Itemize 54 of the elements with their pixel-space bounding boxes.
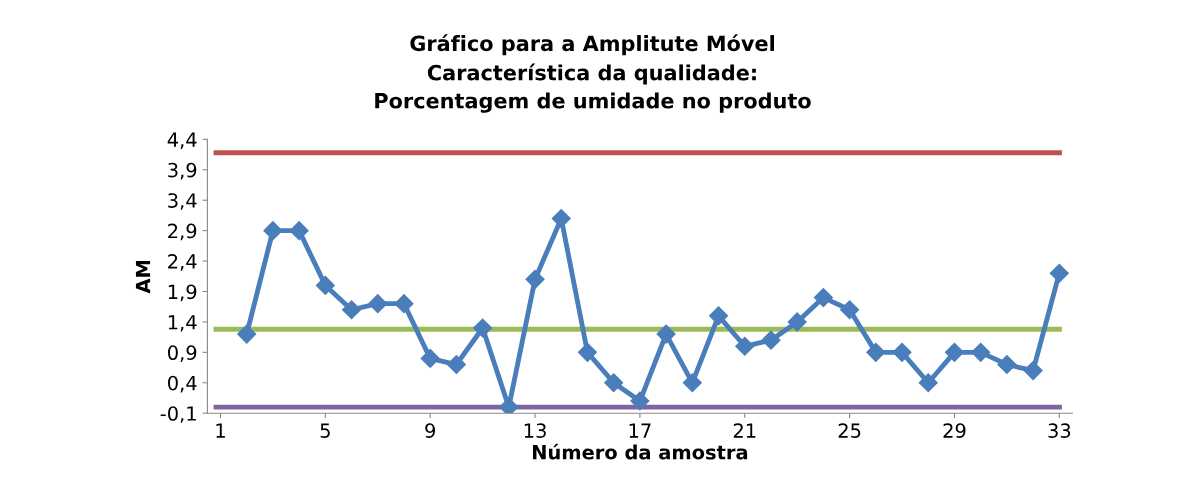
point	[604, 373, 624, 393]
x-tick-label: 9	[425, 423, 436, 438]
point	[682, 373, 702, 393]
point	[866, 342, 886, 362]
x-tick-label: 25	[838, 423, 861, 438]
point	[918, 373, 938, 393]
x-tick-label: 21	[733, 423, 756, 438]
y-tick-label: 4,4	[167, 132, 197, 150]
y-axis-title: AM	[135, 260, 151, 294]
y-tick-label: 0,4	[168, 375, 197, 393]
point	[997, 354, 1017, 375]
chart-title: Gráfico para a Amplitute Móvel Característica da qualidade: Porcentagem de umidade no produto	[375, 34, 811, 113]
point	[420, 348, 440, 368]
point	[892, 342, 912, 362]
x-tick-label: 17	[629, 423, 651, 438]
point	[735, 336, 755, 356]
y-tick-label: 0,9	[168, 345, 197, 362]
point	[499, 397, 519, 414]
y-tick-label: 3,9	[168, 162, 197, 180]
point	[840, 300, 860, 320]
x-tick-label: 5	[320, 423, 330, 438]
point	[630, 391, 650, 411]
point	[525, 269, 545, 289]
y-tick-label: 2,9	[168, 223, 197, 241]
point	[237, 324, 257, 344]
point	[263, 221, 283, 241]
y-tick-label: 2,4	[168, 254, 197, 271]
point	[368, 294, 388, 314]
point	[551, 208, 571, 229]
point	[289, 221, 309, 241]
point	[1049, 263, 1069, 283]
point	[787, 312, 807, 332]
point	[761, 330, 781, 350]
point	[1023, 361, 1043, 381]
point	[446, 354, 466, 375]
x-tick-label: 29	[943, 423, 966, 438]
y-tick-label: 3,4	[168, 193, 197, 210]
point	[342, 300, 362, 320]
x-axis-title: Número da amostra	[532, 443, 748, 460]
x-tick-label: 1	[216, 423, 225, 438]
point	[813, 288, 833, 308]
point	[473, 318, 493, 338]
x-tick-label: 13	[524, 423, 546, 438]
point	[944, 342, 964, 362]
x-tick-label: 33	[1048, 423, 1071, 438]
point	[656, 324, 676, 344]
y-tick-label: -0,1	[160, 406, 196, 423]
point	[577, 342, 598, 362]
point	[394, 294, 414, 314]
point	[709, 306, 729, 326]
y-tick-label: 1,9	[168, 284, 197, 302]
y-tick-label: 1,4	[168, 315, 197, 332]
point	[315, 275, 335, 295]
point	[971, 342, 991, 362]
